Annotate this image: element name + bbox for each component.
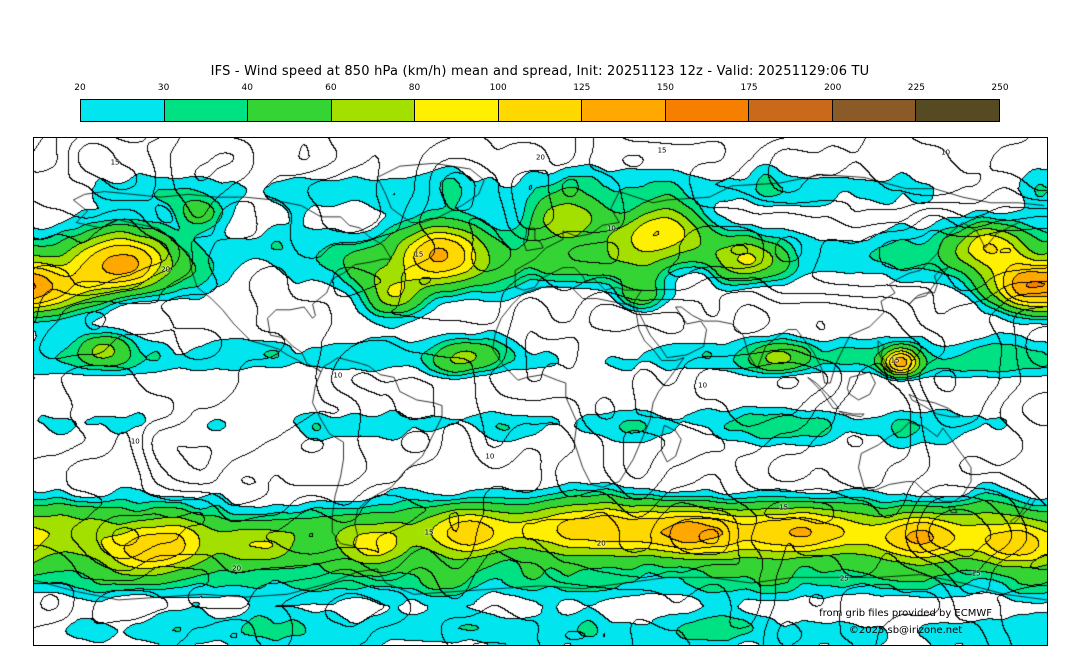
contour-label: 15 (414, 250, 424, 259)
world-map: from grib files provided by ECMWF ©2025 … (33, 137, 1048, 646)
colorbar-tick-label: 20 (74, 83, 86, 93)
contour-label: 15 (779, 503, 789, 512)
contour-label: 15 (657, 146, 667, 155)
colorbar-tick-label: 175 (740, 83, 758, 93)
attribution: from grib files provided by ECMWF ©2025 … (819, 606, 992, 639)
colorbar-tick-label: 100 (489, 83, 507, 93)
colorbar-segment (748, 100, 832, 121)
colorbar-tick-label: 150 (656, 83, 675, 93)
contour-label: 15 (971, 569, 981, 578)
colorbar-segment (581, 100, 665, 121)
contour-label: 25 (839, 574, 849, 583)
contour-label: 15 (110, 158, 120, 167)
chart-title: IFS - Wind speed at 850 hPa (km/h) mean … (210, 64, 870, 79)
contour-label: 15 (890, 356, 900, 365)
colorbar-segment (414, 100, 498, 121)
contour-label: 10 (333, 371, 343, 380)
contour-label: 10 (941, 148, 951, 157)
contour-label: 10 (485, 452, 495, 461)
wind-speed-field-canvas (34, 138, 1047, 645)
colorbar-segment (330, 100, 415, 121)
contour-label: 10 (130, 437, 140, 446)
contour-label: 15 (424, 528, 434, 537)
contour-label: 20 (232, 564, 242, 573)
attribution-copyright: ©2025 sb@irizone.net (848, 624, 963, 636)
colorbar-segment (247, 100, 331, 121)
colorbar-tick-label: 40 (241, 83, 253, 93)
colorbar-scale (80, 99, 1000, 122)
contour-label: 20 (536, 153, 545, 162)
contour-label: 20 (596, 539, 606, 548)
colorbar: 20 30 40 60 80 100 125 150 175 200 225 250 (74, 83, 1009, 124)
colorbar-tick-label: 225 (907, 83, 925, 93)
colorbar-segment (497, 100, 582, 121)
colorbar-tick-label: 80 (408, 83, 421, 93)
contour-label: 10 (606, 224, 616, 233)
colorbar-segment (81, 100, 164, 121)
contour-label: 20 (161, 265, 171, 274)
colorbar-segment (664, 100, 749, 121)
colorbar-segment (831, 100, 916, 121)
colorbar-tick-label: 125 (573, 83, 591, 93)
colorbar-tick-label: 250 (991, 83, 1009, 93)
colorbar-segment (915, 100, 1000, 121)
contour-label: 10 (698, 381, 708, 390)
attribution-source: from grib files provided by ECMWF (819, 608, 992, 619)
colorbar-segment (163, 100, 248, 121)
colorbar-tick-label: 30 (157, 83, 170, 93)
colorbar-tick-label: 200 (824, 83, 842, 93)
colorbar-tick-label: 60 (325, 83, 337, 93)
colorbar-tick-row: 20 30 40 60 80 100 125 150 175 200 225 250 (74, 83, 1008, 96)
